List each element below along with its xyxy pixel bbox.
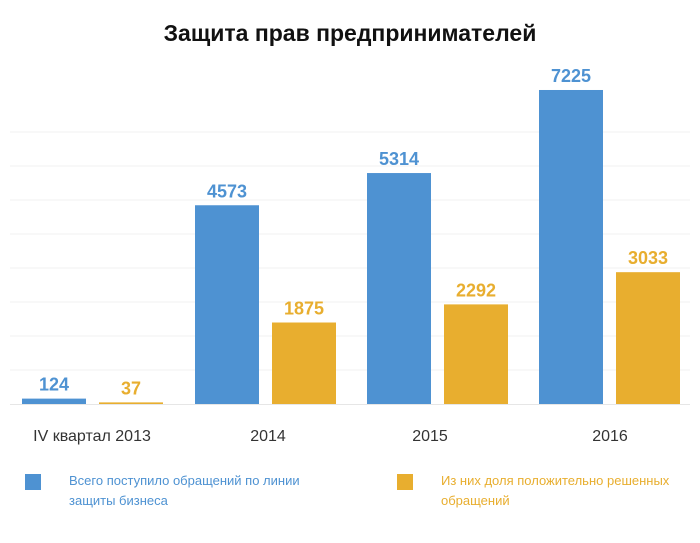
- bar-total: [539, 89, 603, 404]
- x-tick-label: 2014: [250, 428, 286, 445]
- data-label: 3033: [628, 248, 668, 268]
- data-label: 7225: [551, 66, 591, 86]
- bar-total: [367, 173, 431, 404]
- data-label: 2292: [456, 280, 496, 300]
- bar-total: [195, 205, 259, 404]
- x-tick-label: 2016: [592, 428, 628, 445]
- legend-label-total: Всего поступило обращений по линии защит…: [69, 473, 300, 508]
- chart-title: Защита прав предпринимателей: [163, 20, 537, 46]
- x-tick-label: 2015: [412, 428, 448, 445]
- data-label: 5314: [379, 149, 419, 169]
- data-label: 1875: [284, 299, 324, 319]
- legend-item-total: Всего поступило обращений по линии защит…: [25, 471, 325, 511]
- bar-resolved: [99, 402, 163, 404]
- bar-resolved: [444, 304, 508, 404]
- legend-item-resolved: Из них доля положительно решенных обраще…: [397, 471, 687, 511]
- x-tick-label: IV квартал 2013: [33, 428, 151, 445]
- legend-label-resolved: Из них доля положительно решенных обраще…: [441, 473, 670, 508]
- bar-resolved: [272, 322, 336, 404]
- data-label: 124: [39, 375, 69, 395]
- bar-resolved: [616, 272, 680, 404]
- legend-swatch-total: [25, 474, 41, 490]
- data-label: 4573: [207, 181, 247, 201]
- data-label: 37: [121, 378, 141, 398]
- legend-swatch-resolved: [397, 474, 413, 490]
- bar-total: [22, 398, 86, 404]
